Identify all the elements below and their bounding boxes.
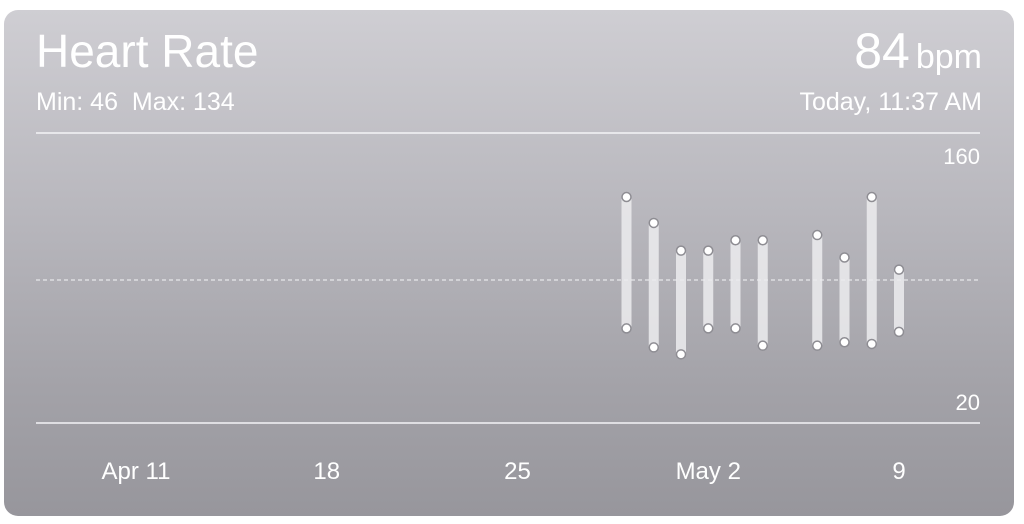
value-unit: bpm: [915, 38, 982, 76]
range-max-point: [866, 191, 877, 203]
timestamp: Today, 11:37 AM: [799, 88, 982, 116]
range-bar: [894, 269, 904, 332]
x-tick-label: 18: [313, 458, 340, 485]
chart-title: Heart Rate: [36, 25, 259, 77]
min-max-summary: Min: 46 Max: 134: [36, 88, 235, 116]
y-tick-label: 160: [943, 144, 980, 169]
range-max-point: [648, 217, 659, 229]
x-tick-label: May 2: [676, 458, 741, 485]
range-max-point: [757, 234, 768, 246]
range-bar: [730, 240, 741, 329]
range-min-point: [675, 349, 687, 360]
range-bar: [757, 240, 768, 346]
range-min-point: [703, 323, 714, 334]
range-max-point: [730, 234, 741, 246]
range-min-point: [812, 340, 823, 351]
range-min-point: [893, 326, 905, 338]
range-max-point: [893, 264, 905, 275]
range-max-point: [621, 191, 632, 203]
range-bar: [839, 257, 850, 343]
range-bar: [648, 222, 659, 348]
range-min-point: [839, 336, 850, 348]
range-min-point: [866, 338, 877, 350]
range-min-point: [730, 323, 741, 334]
range-max-point: [675, 245, 687, 256]
range-max-point: [839, 252, 850, 263]
y-tick-label: 20: [956, 390, 980, 415]
x-tick-label: 9: [892, 458, 905, 485]
range-min-point: [621, 323, 632, 334]
range-bar: [812, 235, 823, 346]
current-reading: 84 bpm: [854, 26, 982, 76]
range-min-point: [757, 340, 768, 351]
current-value: 84: [854, 23, 910, 79]
range-min-point: [648, 342, 659, 353]
range-bar: [866, 197, 877, 344]
x-tick-label: 25: [504, 458, 531, 485]
x-tick-label: Apr 11: [102, 458, 171, 485]
range-bar: [676, 250, 686, 355]
range-bar: [621, 197, 632, 329]
range-max-point: [703, 245, 714, 256]
range-bar: [703, 250, 714, 329]
range-max-point: [812, 229, 823, 241]
